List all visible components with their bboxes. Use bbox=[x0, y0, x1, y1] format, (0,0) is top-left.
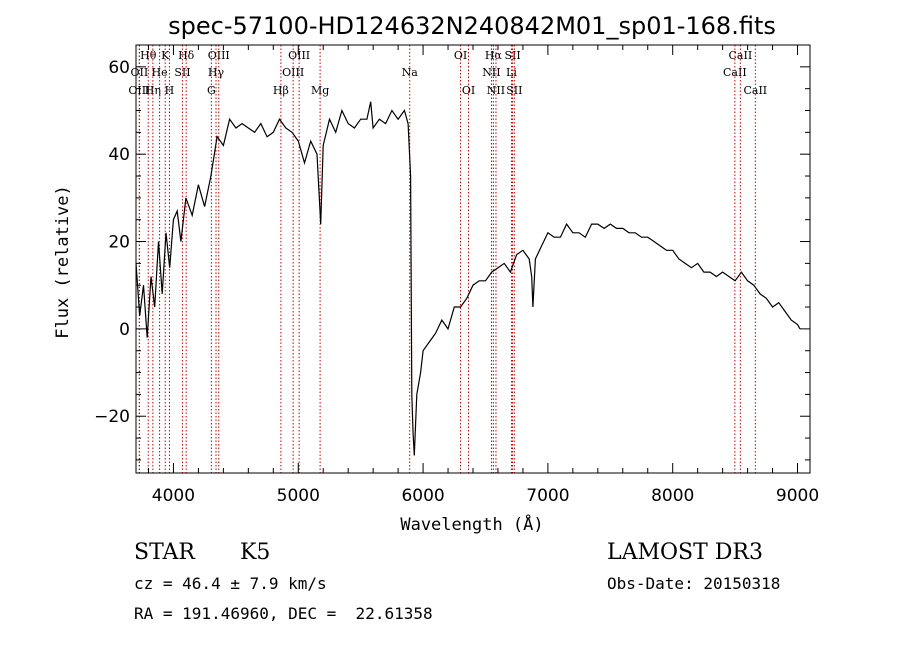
y-tick-label-60: 60 bbox=[108, 58, 130, 78]
line-marker-label-6: H bbox=[165, 84, 175, 97]
line-marker-label-18: OI bbox=[462, 84, 475, 97]
line-marker-label-24: SII bbox=[506, 84, 522, 97]
y-axis: −20 0 20 40 60 bbox=[94, 58, 810, 461]
line-marker-label-10: Hγ bbox=[208, 66, 225, 79]
line-marker-label-23: Li bbox=[506, 66, 517, 79]
line-marker-label-12: Hβ bbox=[273, 84, 289, 97]
line-marker-label-25: CaII bbox=[729, 49, 753, 62]
spectral-subclass: K5 bbox=[240, 540, 271, 565]
redshift-text: cz = 46.4 ± 7.9 km/s bbox=[134, 574, 327, 593]
line-marker-label-16: Na bbox=[402, 66, 419, 79]
y-tick-label-0: 0 bbox=[119, 320, 130, 340]
flux-series bbox=[135, 101, 801, 456]
x-tick-label-7000: 7000 bbox=[526, 486, 569, 506]
x-axis: 4000 5000 6000 7000 8000 9000 bbox=[147, 45, 819, 506]
line-marker-label-14: OIII bbox=[282, 66, 304, 79]
line-marker-label-7: Hδ bbox=[178, 49, 195, 62]
x-tick-label-8000: 8000 bbox=[651, 486, 694, 506]
x-tick-label-5000: 5000 bbox=[277, 486, 320, 506]
line-marker-label-2: OIII bbox=[128, 84, 150, 97]
y-tick-label-20: 20 bbox=[108, 233, 130, 253]
x-tick-label-6000: 6000 bbox=[401, 486, 444, 506]
line-marker-label-27: CaII bbox=[743, 84, 767, 97]
y-tick-label-40: 40 bbox=[108, 145, 130, 165]
line-marker-label-1: OII bbox=[131, 66, 149, 79]
flux-line-0 bbox=[135, 101, 801, 456]
line-marker-label-15: Mg bbox=[311, 84, 329, 97]
x-tick-label-4000: 4000 bbox=[152, 486, 195, 506]
line-marker-label-11: G bbox=[207, 84, 216, 97]
line-marker-label-8: SII bbox=[174, 66, 190, 79]
chart-title: spec-57100-HD124632N240842M01_sp01-168.f… bbox=[168, 12, 776, 40]
line-marker-label-3: Hη bbox=[145, 84, 161, 97]
coordinates-text: RA = 191.46960, DEC = 22.61358 bbox=[134, 604, 433, 623]
line-marker-label-9: OIII bbox=[208, 49, 230, 62]
line-marker-label-17: OI bbox=[454, 49, 467, 62]
y-axis-label: Flux (relative) bbox=[53, 185, 73, 339]
line-marker-label-20: NII bbox=[482, 66, 500, 79]
line-marker-label-5: He bbox=[152, 66, 168, 79]
obs-date-text: Obs-Date: 20150318 bbox=[607, 574, 781, 593]
x-tick-label-9000: 9000 bbox=[776, 486, 819, 506]
line-marker-label-19: Hα bbox=[485, 49, 503, 62]
plot-frame bbox=[135, 44, 811, 474]
line-marker-label-4: K bbox=[161, 49, 170, 62]
survey-name: LAMOST DR3 bbox=[607, 540, 763, 565]
line-marker-label-13: OIII bbox=[288, 49, 310, 62]
object-class: STAR bbox=[134, 540, 195, 565]
y-tick-label--20: −20 bbox=[94, 407, 130, 427]
x-axis-label: Wavelength (Å) bbox=[400, 513, 543, 535]
line-marker-label-22: SII bbox=[504, 49, 520, 62]
line-marker-label-0: Hθ bbox=[140, 49, 157, 62]
line-marker-label-21: NII bbox=[487, 84, 505, 97]
line-marker-label-26: CaII bbox=[723, 66, 747, 79]
